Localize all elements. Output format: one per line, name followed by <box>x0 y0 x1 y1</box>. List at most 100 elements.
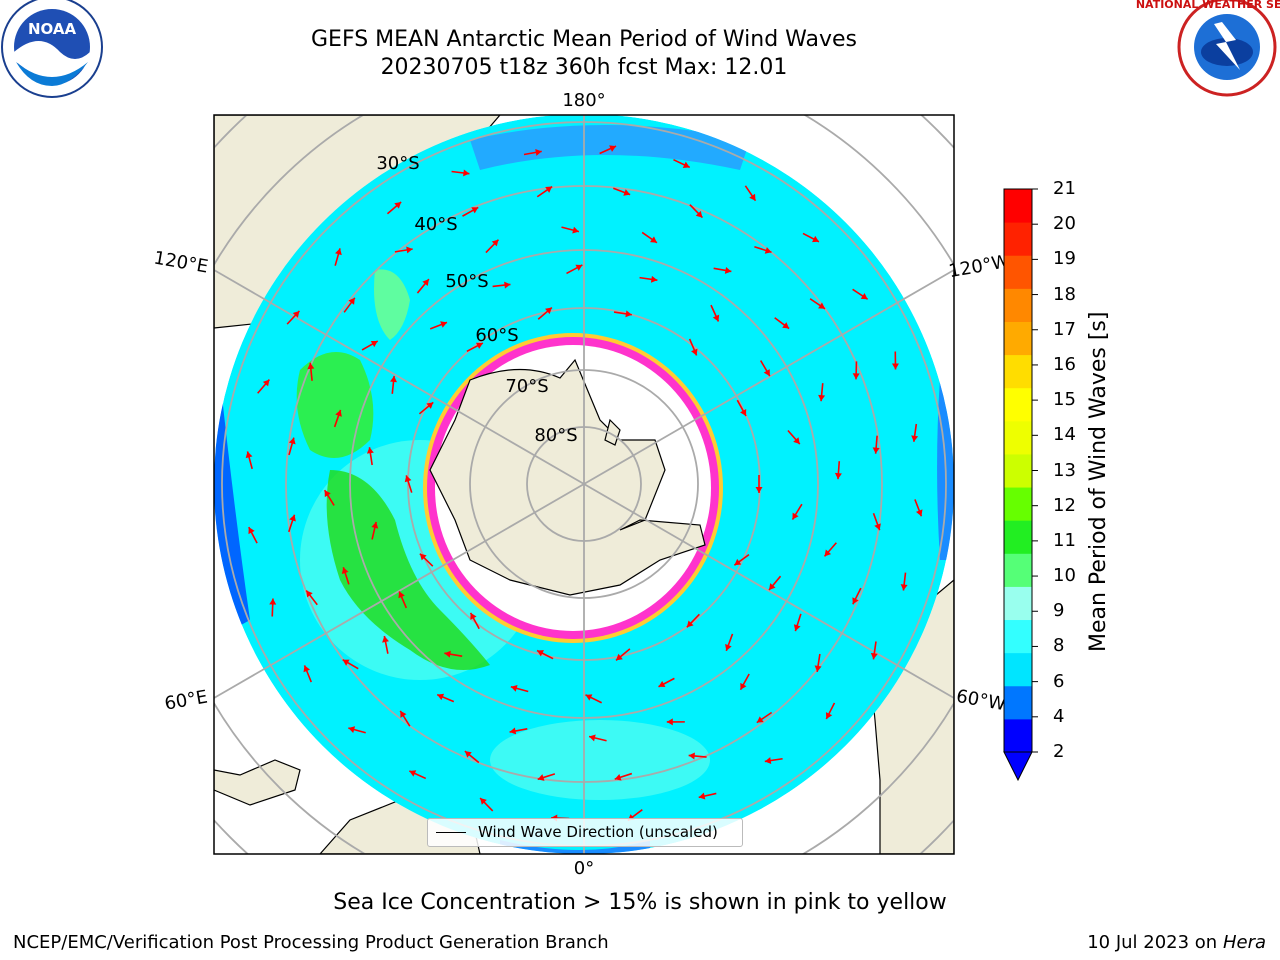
colorbar-tick-label: 11 <box>1053 529 1076 551</box>
wind-wave-arrow-head <box>615 653 623 661</box>
colorbar-segment <box>1004 321 1032 356</box>
wind-wave-arrow-head <box>911 435 919 442</box>
lat-label-70s: 70°S <box>505 376 548 397</box>
wind-wave-arrow-head <box>725 643 732 651</box>
colorbar-tick-label: 2 <box>1053 741 1065 762</box>
wind-wave-arrow-head <box>335 409 342 417</box>
noaa-logo-icon: NOAA <box>1 0 103 98</box>
wind-wave-arrow-head <box>609 145 617 152</box>
wind-wave-arrow-head <box>572 226 579 234</box>
africa-land <box>214 759 301 806</box>
wind-wave-arrow-head <box>900 584 908 591</box>
antarctic-peninsula-land <box>604 418 621 446</box>
wind-wave-arrow-head <box>915 509 923 517</box>
nws-logo-icon: NATIONAL WEATHER SERVICE <box>1136 0 1280 97</box>
low-period-north-band <box>470 125 750 170</box>
wind-wave-arrow-head <box>245 451 253 459</box>
footer-date-text: 10 Jul 2023 on <box>1087 932 1223 953</box>
low-period-south-band <box>500 840 650 854</box>
wind-wave-arrow-head <box>419 553 427 561</box>
wind-wave-arrow-head <box>874 523 881 531</box>
wind-wave-arrow-head <box>292 310 300 318</box>
wind-wave-arrow-head <box>262 379 270 387</box>
lat-label-60s: 60°S <box>475 325 518 346</box>
wind-wave-arrow-head <box>734 558 742 566</box>
colorbar-extend-triangle <box>1003 751 1033 782</box>
wind-wave-arrow-head <box>688 752 695 760</box>
wind-wave-arrow-head <box>793 624 801 632</box>
wind-wave-arrow-head <box>666 718 673 726</box>
wind-wave-arrow-head <box>792 512 799 520</box>
colorbar-tick-label: 13 <box>1053 459 1076 481</box>
nws-logo-text: NATIONAL WEATHER SERVICE <box>1136 0 1280 11</box>
lon-label-180: 180° <box>562 90 605 111</box>
wind-wave-arrow-head <box>248 527 255 535</box>
colorbar-segment <box>1004 619 1032 654</box>
colorbar-segment <box>1004 652 1032 687</box>
light-cyan-patch-south <box>490 720 710 800</box>
lat-label-80s: 80°S <box>534 425 577 446</box>
colorbar-tick-label: 9 <box>1053 600 1065 622</box>
wind-wave-arrow-head <box>623 189 631 196</box>
footer-credit: NCEP/EMC/Verification Post Processing Pr… <box>13 932 609 953</box>
wind-wave-arrow-head <box>650 236 657 243</box>
wind-wave-arrow-head <box>303 665 311 673</box>
colorbar-tick-label: 20 <box>1053 213 1076 235</box>
wind-wave-arrow-head <box>510 684 518 692</box>
lon-label-0: 0° <box>574 858 594 879</box>
colorbar-tick-label: 14 <box>1053 424 1076 446</box>
wind-wave-arrow-head <box>306 590 313 598</box>
wind-wave-arrow-head <box>860 293 868 300</box>
wind-wave-arrow-head <box>589 734 596 742</box>
colorbar-tick-label: 10 <box>1053 565 1076 587</box>
colorbar-tick-label: 6 <box>1053 670 1065 692</box>
wind-wave-arrow-head <box>686 620 694 628</box>
wind-wave-arrow-head <box>545 186 553 193</box>
colorbar-tick-label: 4 <box>1053 705 1065 727</box>
colorbar-segment <box>1004 586 1032 621</box>
wind-wave-arrow-head <box>852 597 859 605</box>
wind-wave-arrow-head <box>891 363 899 370</box>
noaa-logo-text: NOAA <box>28 20 77 38</box>
lat-label-50s: 50°S <box>445 271 488 292</box>
wind-wave-arrows <box>245 145 923 822</box>
colorbar-segment <box>1004 189 1032 223</box>
wind-wave-arrow-head <box>341 567 349 575</box>
colorbar-tick-label: 19 <box>1053 248 1076 270</box>
wind-wave-arrow-head <box>814 665 822 672</box>
lat-label-30s: 30°S <box>376 153 419 174</box>
colorbar-tick-label: 16 <box>1053 353 1076 375</box>
wind-wave-arrow-head <box>764 247 772 254</box>
map-subtitle: 20230705 t18z 360h fcst Max: 12.01 <box>380 55 788 80</box>
colorbar <box>1003 188 1038 782</box>
wind-wave-arrow-head <box>695 210 703 218</box>
legend-line-swatch <box>436 832 466 833</box>
wind-wave-arrow-head <box>818 302 826 309</box>
wind-wave-arrow-head <box>471 207 479 214</box>
wind-wave-arrow-head <box>366 447 374 454</box>
wind-wave-arrow-head <box>394 202 402 209</box>
wind-wave-arrow-head <box>585 694 593 701</box>
lon-label-60w: 60°W <box>955 686 1008 715</box>
wind-wave-arrow-head <box>422 279 429 287</box>
wind-wave-arrow-head <box>404 475 412 483</box>
map-title: GEFS MEAN Antarctic Mean Period of Wind … <box>311 27 857 52</box>
colorbar-tick-label: 18 <box>1053 283 1076 305</box>
wind-wave-arrow-head <box>870 652 878 660</box>
antarctica-land <box>429 358 706 596</box>
wind-wave-arrow-head <box>406 246 413 254</box>
lon-label-120e: 120°E <box>152 247 210 277</box>
wind-wave-arrow-head <box>491 239 499 247</box>
wind-wave-arrow-head <box>464 751 472 758</box>
wind-wave-arrow-head <box>724 266 732 274</box>
graticule <box>214 115 954 854</box>
wind-wave-arrow-head <box>504 281 511 289</box>
colorbar-segment <box>1004 354 1032 389</box>
wind-wave-arrow-head <box>463 169 470 177</box>
wind-wave-arrow-head <box>824 549 832 557</box>
colorbar-title: Mean Period of Wind Waves [s] <box>1086 311 1111 652</box>
wind-wave-arrow-head <box>409 770 417 777</box>
legend-label: Wind Wave Direction (unscaled) <box>478 823 718 841</box>
wind-wave-arrow-head <box>444 650 451 658</box>
